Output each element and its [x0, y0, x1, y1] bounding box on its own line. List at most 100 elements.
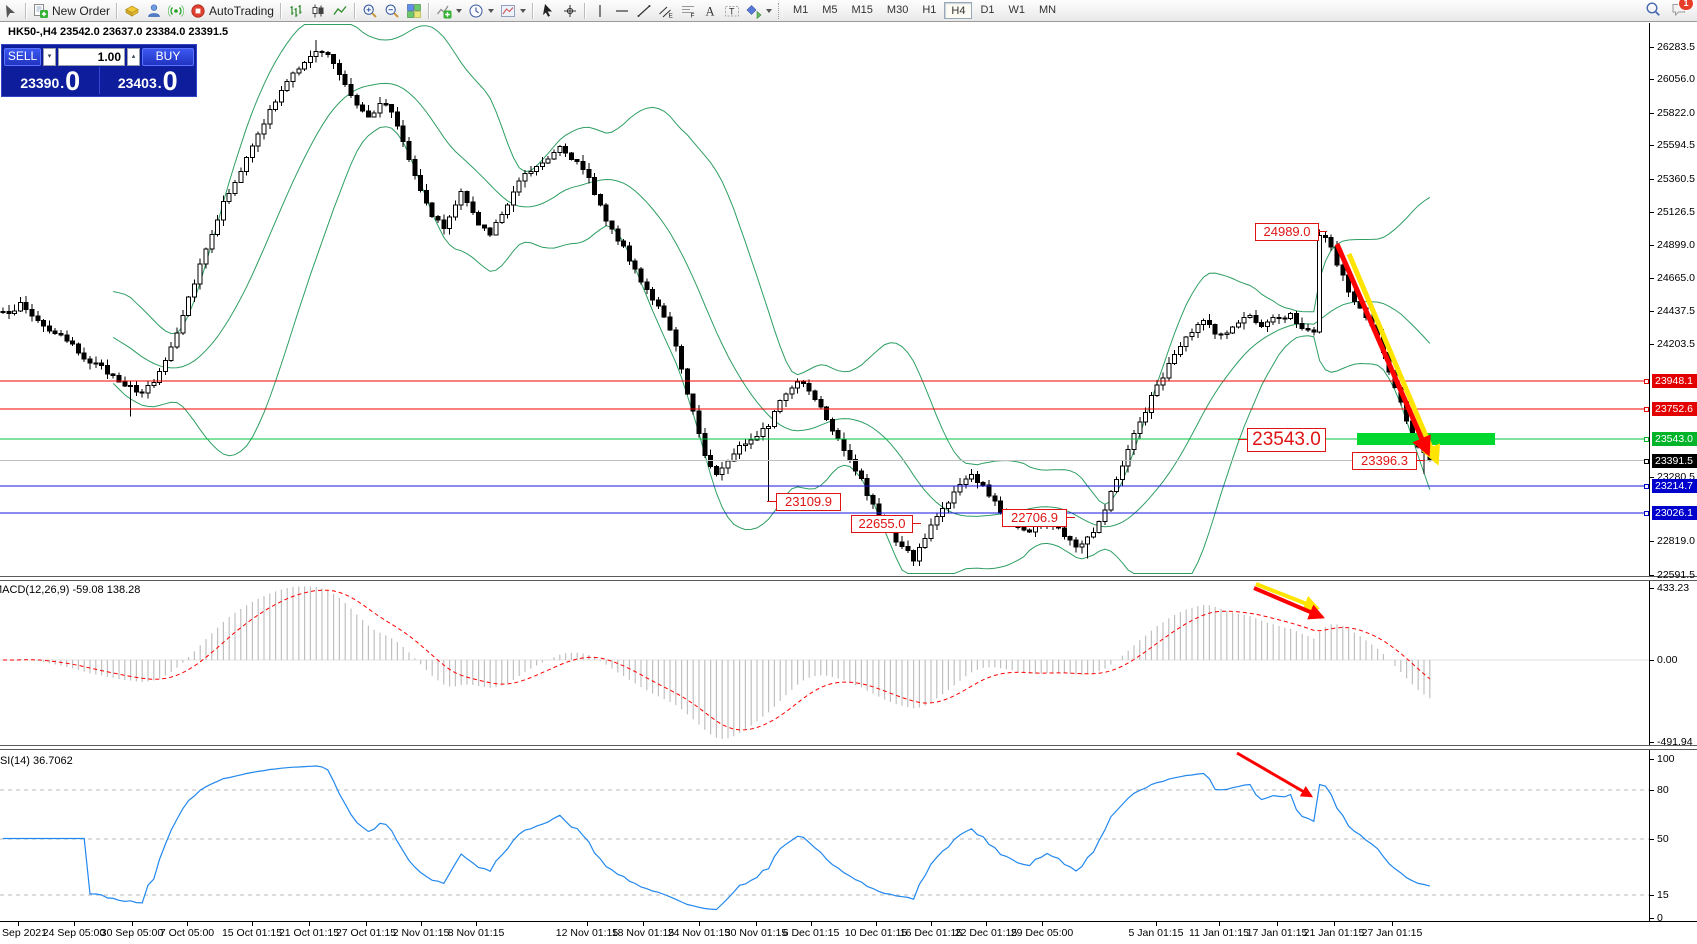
- time-tick-mark: [1334, 922, 1335, 926]
- toolbar: New Order AutoTrading E F A T M1 M5 M15 M30 H1 H4 D1…: [0, 0, 1697, 22]
- shapes-tool-button[interactable]: [743, 1, 775, 21]
- price-tick-mark: [1649, 245, 1654, 246]
- cursor-icon: [540, 3, 556, 19]
- period-button-w1[interactable]: W1: [1008, 4, 1026, 16]
- rsi-tick-label: 100: [1657, 753, 1675, 765]
- rsi-tick-mark: [1649, 839, 1654, 840]
- bar-chart-button[interactable]: [285, 1, 307, 21]
- price-tick-label: 22591.5: [1657, 569, 1695, 581]
- macd-tick-mark: [1649, 660, 1654, 661]
- volume-input[interactable]: [58, 47, 125, 66]
- candlestick-chart-button[interactable]: [307, 1, 329, 21]
- period-button-mn[interactable]: MN: [1039, 4, 1057, 16]
- horizontal-line-tool-button[interactable]: [611, 1, 633, 21]
- trade-controls-row: SELL ▾ ▴ BUY: [2, 45, 196, 66]
- volume-decrease-button[interactable]: ▾: [43, 47, 56, 66]
- sell-price-big-digit: 0: [65, 66, 81, 96]
- indicators-button[interactable]: [433, 1, 465, 21]
- period-button-h1[interactable]: H1: [922, 4, 937, 16]
- vertical-line-tool-button[interactable]: [589, 1, 611, 21]
- rsi-pane[interactable]: [0, 751, 1650, 921]
- annotation-leader-line: [1416, 460, 1425, 461]
- period-button-m30[interactable]: M30: [886, 4, 909, 16]
- buy-price[interactable]: 23403. 0: [100, 66, 197, 95]
- cursor-tool-button[interactable]: [537, 1, 559, 21]
- period-button-m15[interactable]: M15: [851, 4, 873, 16]
- rsi-tick-label: 80: [1657, 784, 1669, 796]
- crosshair-tool-button[interactable]: [559, 1, 581, 21]
- macd-indicator-label: MACD(12,26,9) -59.08 138.28: [0, 584, 141, 596]
- toolbar-separator: [25, 2, 27, 19]
- price-tick-label: 24437.5: [1657, 305, 1695, 317]
- price-tick-label: 25594.5: [1657, 139, 1695, 151]
- time-axis-label: 2 Nov 01:15: [392, 927, 450, 939]
- fibonacci-tool-button[interactable]: F: [677, 1, 699, 21]
- label-tool-button[interactable]: T: [721, 1, 743, 21]
- sell-price[interactable]: 23390. 0: [2, 66, 99, 95]
- price-badge-connector: [1644, 379, 1649, 384]
- time-tick-mark: [876, 922, 877, 926]
- period-button-h4[interactable]: H4: [944, 2, 973, 19]
- price-tick-mark: [1649, 79, 1654, 80]
- periods-dropdown-button[interactable]: [465, 1, 497, 21]
- window-fragment[interactable]: [0, 1, 22, 21]
- zoom-in-button[interactable]: [359, 1, 381, 21]
- toolbar-separator: [583, 2, 586, 19]
- price-pane[interactable]: [0, 23, 1650, 575]
- buy-button[interactable]: BUY: [142, 47, 194, 66]
- pane-splitter-rsi[interactable]: [0, 745, 1697, 750]
- zoom-out-button[interactable]: [381, 1, 403, 21]
- time-tick-mark: [756, 922, 757, 926]
- dropdown-caret-icon: [519, 8, 526, 13]
- volume-increase-button[interactable]: ▴: [127, 47, 140, 66]
- channel-tool-button[interactable]: E: [655, 1, 677, 21]
- svg-text:F: F: [690, 12, 694, 19]
- time-tick-mark: [1277, 922, 1278, 926]
- equidistant-channel-icon: E: [658, 3, 674, 19]
- tile-windows-button[interactable]: [403, 1, 425, 21]
- templates-button[interactable]: [497, 1, 529, 21]
- price-annotation-label[interactable]: 24989.0: [1255, 223, 1319, 241]
- price-tick-mark: [1649, 278, 1654, 279]
- search-icon[interactable]: [1645, 1, 1661, 20]
- autotrading-button[interactable]: AutoTrading: [187, 1, 277, 21]
- period-button-m5[interactable]: M5: [822, 4, 838, 16]
- price-tick-label: 25360.5: [1657, 173, 1695, 185]
- period-button-d1[interactable]: D1: [980, 4, 995, 16]
- time-axis-label: Sep 2021: [2, 927, 47, 939]
- macd-tick-mark: [1649, 742, 1654, 743]
- notifications-button[interactable]: 1: [1671, 0, 1694, 20]
- rsi-tick-mark: [1649, 895, 1654, 896]
- line-chart-button[interactable]: [329, 1, 351, 21]
- price-annotation-label[interactable]: 23109.9: [776, 493, 841, 511]
- price-annotation-label[interactable]: 23543.0: [1247, 428, 1326, 452]
- buy-price-big-digit: 0: [162, 66, 178, 96]
- time-axis-label: 8 Nov 01:15: [447, 927, 505, 939]
- new-order-button[interactable]: New Order: [30, 1, 113, 21]
- trendline-tool-button[interactable]: [633, 1, 655, 21]
- price-annotation-label[interactable]: 23396.3: [1352, 452, 1417, 470]
- experts-button[interactable]: [143, 1, 165, 21]
- toolbar-right: 1: [1645, 0, 1697, 20]
- price-tick-label: 26283.5: [1657, 41, 1695, 53]
- price-badge-connector: [1644, 407, 1649, 412]
- rsi-tick-mark: [1649, 790, 1654, 791]
- metaeditor-icon: [124, 3, 140, 19]
- price-axis-border: [1649, 23, 1650, 922]
- period-button-m1[interactable]: M1: [792, 4, 809, 16]
- price-tick-mark: [1649, 344, 1654, 345]
- text-tool-button[interactable]: A: [699, 1, 721, 21]
- vertical-line-icon: [592, 3, 608, 19]
- price-annotation-label[interactable]: 22706.9: [1002, 509, 1067, 527]
- fibonacci-icon: F: [680, 3, 696, 19]
- price-annotation-label[interactable]: 22655.0: [851, 515, 913, 533]
- pane-splitter-macd[interactable]: [0, 576, 1697, 581]
- signals-button[interactable]: [165, 1, 187, 21]
- shapes-icon: [746, 3, 762, 19]
- annotation-leader-line: [912, 523, 921, 524]
- metaeditor-button[interactable]: [121, 1, 143, 21]
- sell-button[interactable]: SELL: [4, 47, 41, 66]
- autotrading-button-label: AutoTrading: [209, 3, 274, 18]
- price-tick-mark: [1649, 212, 1654, 213]
- macd-pane[interactable]: [0, 581, 1650, 745]
